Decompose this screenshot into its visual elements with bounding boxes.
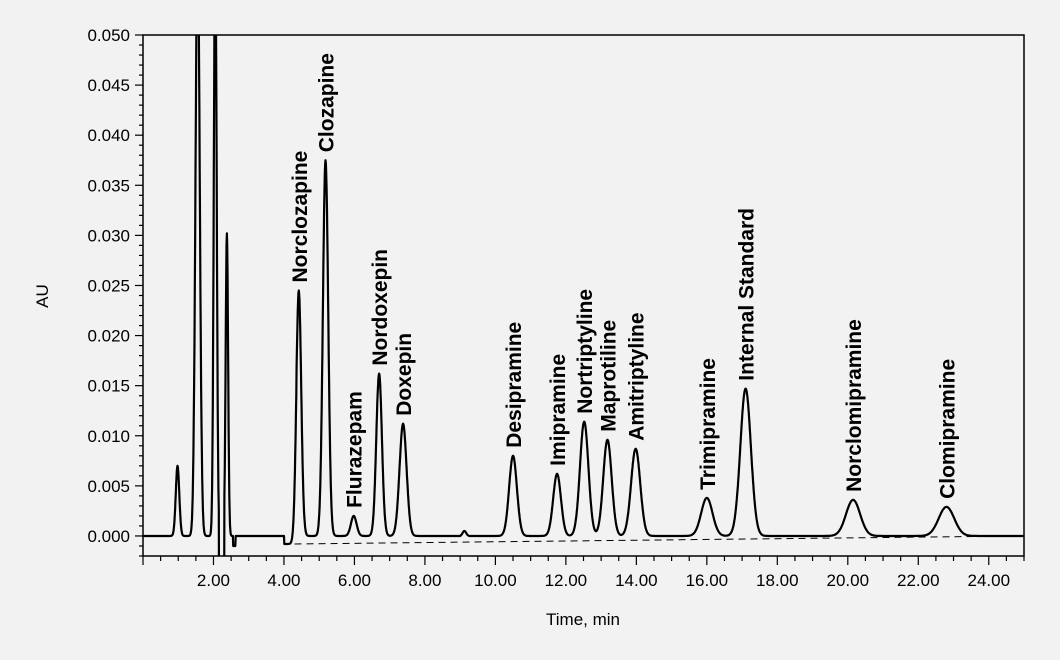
y-tick-label: 0.035 [87, 176, 130, 195]
x-tick-label: 2.00 [197, 571, 230, 590]
peak-label: Clomipramine [936, 359, 959, 499]
y-tick-label: 0.050 [87, 26, 130, 45]
x-axis: 2.00 4.00 6.00 8.00 10.00 12.00 14.00 16.00 18.0… [142, 556, 1025, 590]
y-tick-label: 0.020 [87, 327, 130, 346]
y-tick-label: 0.005 [87, 477, 130, 496]
x-tick-label: 16.00 [686, 571, 729, 590]
peak-label: Desipramine [503, 322, 526, 448]
y-tick-label: 0.040 [87, 126, 130, 145]
x-tick-label: 6.00 [338, 571, 371, 590]
peak-label: Nortriptyline [574, 289, 597, 414]
x-tick-label: 22.00 [897, 571, 940, 590]
y-tick-label: 0.045 [87, 76, 130, 95]
y-tick-label: 0.030 [87, 226, 130, 245]
peak-label: Imipramine [547, 354, 570, 466]
peak-label: Trimipramine [697, 358, 720, 490]
x-tick-label: 24.00 [967, 571, 1010, 590]
baseline-dashed-line [294, 535, 1024, 545]
peak-label: Norclomipramine [843, 319, 866, 492]
y-tick-label: 0.025 [87, 276, 130, 295]
x-tick-label: 12.00 [545, 571, 588, 590]
x-tick-label: 14.00 [615, 571, 658, 590]
y-axis: 0.000 0.005 0.010 0.015 0.020 0.025 0.030 0.035… [87, 26, 143, 557]
peak-label: Flurazepam [344, 391, 367, 508]
x-tick-label: 10.00 [474, 571, 517, 590]
x-axis-label: Time, min [546, 610, 620, 629]
y-tick-label: 0.015 [87, 377, 130, 396]
x-tick-label: 18.00 [756, 571, 799, 590]
peak-label: Maprotiline [597, 320, 620, 432]
peak-label: Clozapine [316, 53, 339, 152]
chromatogram-trace [143, 35, 1024, 556]
peak-label: Internal Standard [736, 208, 759, 381]
peak-label: Norclozapine [289, 151, 312, 283]
x-tick-label: 20.00 [827, 571, 870, 590]
y-axis-label: AU [33, 284, 52, 308]
peak-label: Nordoxepin [369, 249, 392, 366]
y-tick-label: 0.000 [87, 527, 130, 546]
peak-label: Doxepin [393, 333, 416, 416]
x-tick-label: 4.00 [267, 571, 300, 590]
y-tick-label: 0.010 [87, 427, 130, 446]
peak-label: Amitriptyline [626, 312, 649, 440]
x-tick-label: 8.00 [408, 571, 441, 590]
